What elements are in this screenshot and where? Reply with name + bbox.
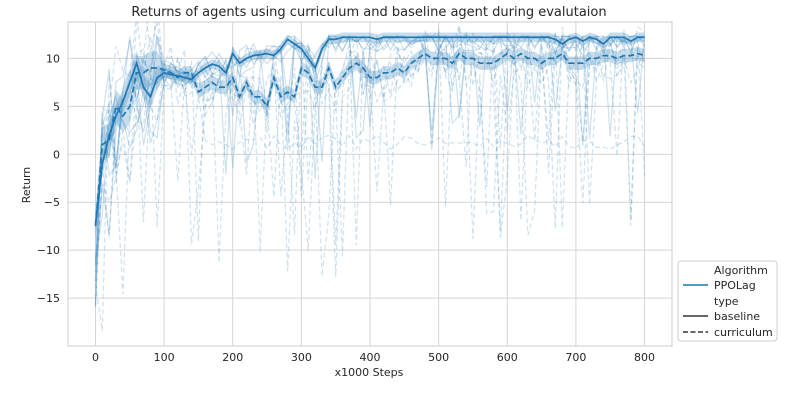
x-axis-label: x1000 Steps xyxy=(335,366,404,379)
x-tick-label: 800 xyxy=(634,351,655,364)
run-trace-curriculum xyxy=(94,22,645,331)
chart-title: Returns of agents using curriculum and b… xyxy=(131,5,606,20)
legend-ppolag-label: PPOLag xyxy=(714,279,756,292)
x-tick-label: 100 xyxy=(154,351,175,364)
ci-band-curriculum xyxy=(95,46,645,244)
y-tick-label: −15 xyxy=(37,292,60,305)
x-tick-label: 700 xyxy=(565,351,586,364)
x-tick-label: 300 xyxy=(291,351,312,364)
mean-line-baseline xyxy=(94,36,645,225)
y-tick-label: 10 xyxy=(46,52,60,65)
plot-area xyxy=(67,21,673,347)
x-tick-label: 0 xyxy=(92,351,99,364)
mean-line-curriculum xyxy=(94,52,645,227)
run-trace-baseline xyxy=(94,34,645,261)
run-trace-curriculum xyxy=(94,25,646,307)
y-tick-label: 5 xyxy=(53,100,60,113)
legend-hue-title: Algorithm xyxy=(714,264,768,277)
legend: Algorithm PPOLag type baseline curriculu… xyxy=(677,260,778,342)
x-axis-ticks: 0 100 200 300 400 500 600 700 800 xyxy=(92,351,655,364)
run-trace-baseline xyxy=(94,34,645,308)
y-axis-label: Return xyxy=(20,167,33,204)
run-trace-baseline xyxy=(94,34,645,267)
run-trace-curriculum xyxy=(94,22,646,301)
y-axis-ticks: −15 −10 −5 0 5 10 xyxy=(37,52,60,305)
plot-content xyxy=(94,22,646,331)
x-tick-label: 500 xyxy=(428,351,449,364)
x-tick-label: 400 xyxy=(360,351,381,364)
y-tick-label: −10 xyxy=(37,244,60,257)
run-trace-baseline xyxy=(94,34,645,282)
x-tick-label: 600 xyxy=(497,351,518,364)
grid xyxy=(68,22,672,346)
legend-style-title: type xyxy=(714,295,739,308)
y-tick-label: 0 xyxy=(53,148,60,161)
x-tick-label: 200 xyxy=(222,351,243,364)
legend-curriculum-label: curriculum xyxy=(714,326,773,339)
legend-box xyxy=(677,260,778,342)
y-tick-label: −5 xyxy=(44,196,60,209)
legend-baseline-label: baseline xyxy=(714,310,760,323)
run-trace-curriculum xyxy=(94,26,646,277)
